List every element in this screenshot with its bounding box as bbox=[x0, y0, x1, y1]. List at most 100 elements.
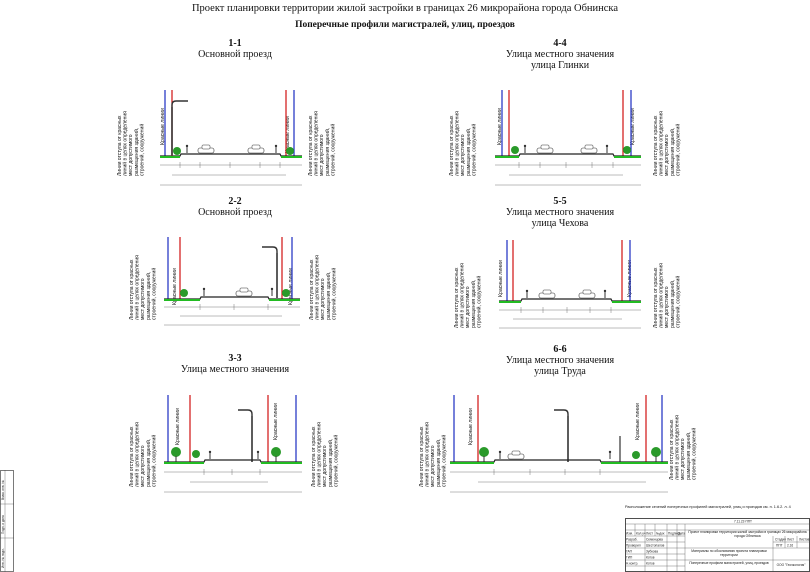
company-name: ООО "Геоэкология" bbox=[777, 563, 806, 567]
pedestrian bbox=[525, 289, 529, 298]
profile-name: Основной проезд bbox=[198, 207, 272, 218]
role: ГИП bbox=[626, 556, 633, 560]
profile-number: 6-6 bbox=[553, 344, 567, 355]
profile-number: 4-4 bbox=[553, 38, 567, 49]
lamp-post bbox=[262, 246, 278, 253]
profile-street: улица Глинки bbox=[530, 60, 590, 71]
person-name: Шестопалов bbox=[646, 544, 665, 548]
role: Разраб. bbox=[626, 538, 638, 542]
pedestrian bbox=[270, 287, 274, 296]
rev-header: Подпись bbox=[668, 532, 681, 536]
setback-label: Линии отступа от красных линий в целях о… bbox=[308, 111, 337, 176]
role: Н.контр. bbox=[626, 562, 638, 566]
dimension-lines bbox=[164, 304, 300, 326]
title-block: 7.11.22-ППТ Изм. Кол.уч Лист №док Подпис… bbox=[625, 518, 810, 572]
stamp-label: Инв. № подл. bbox=[1, 548, 5, 568]
tree bbox=[511, 146, 519, 154]
tree bbox=[171, 447, 181, 462]
titleblock-project: Проект планировки территории жилой застр… bbox=[688, 530, 806, 538]
tree bbox=[632, 451, 640, 459]
person-name: Котов bbox=[646, 556, 655, 560]
profile-3-3-title: 3-3 Улица местного значения bbox=[165, 353, 305, 375]
setback-label: Линии отступа от красных линий в целях о… bbox=[669, 415, 698, 480]
profile-name: Улица местного значения bbox=[505, 207, 615, 218]
tree bbox=[282, 289, 290, 297]
car bbox=[536, 144, 554, 154]
pedestrian bbox=[498, 450, 502, 459]
dimension-lines bbox=[160, 162, 302, 186]
pedestrian bbox=[208, 450, 212, 459]
profile-1-1-title: 1-1 Основной проезд bbox=[170, 38, 300, 60]
profile-name: Улица местного значения bbox=[505, 355, 615, 366]
setback-label: Линии отступа от красных линий в целях о… bbox=[129, 255, 158, 320]
ground-line bbox=[164, 296, 300, 300]
rev-header: Дата bbox=[678, 532, 685, 536]
car bbox=[507, 450, 525, 460]
dimension-lines bbox=[499, 307, 641, 329]
titleblock-note: Расположение сечений поперечных профилей… bbox=[625, 505, 791, 509]
document-title: Проект планировки территории жилой застр… bbox=[191, 3, 619, 14]
rev-header: Изм. bbox=[626, 532, 633, 536]
rev-header: Лист bbox=[646, 532, 653, 536]
ground-line bbox=[495, 153, 641, 157]
tree bbox=[173, 147, 181, 155]
person-name: Зубкова bbox=[646, 550, 658, 554]
profile-street: улица Чехова bbox=[531, 218, 589, 229]
ground-line bbox=[160, 153, 302, 157]
pedestrian bbox=[256, 450, 260, 459]
person-name: Семенцова bbox=[646, 538, 663, 542]
profile-2-2-title: 2-2 Основной проезд bbox=[170, 196, 300, 218]
tree bbox=[180, 289, 188, 297]
dimension-lines bbox=[164, 469, 302, 493]
stamp-label: Взам. инв. № bbox=[1, 480, 5, 500]
profile-3-3-drawing bbox=[164, 395, 302, 493]
setback-label: Линии отступа от красных линий в целях о… bbox=[454, 263, 483, 328]
rev-header: №док bbox=[656, 532, 665, 536]
profile-name: Улица местного значения bbox=[180, 364, 290, 375]
pedestrian bbox=[603, 289, 607, 298]
pedestrian bbox=[523, 144, 527, 153]
stage-header: Стадия bbox=[775, 538, 786, 542]
titleblock-sheet-title: Поперечные профили магистралей, улиц, пр… bbox=[689, 561, 768, 565]
sheet-value: 2.16 bbox=[787, 544, 793, 548]
profile-street: улица Труда bbox=[534, 366, 586, 377]
pedestrian bbox=[202, 287, 206, 296]
car bbox=[197, 144, 215, 154]
ground-line bbox=[164, 459, 302, 463]
pedestrian bbox=[605, 144, 609, 153]
stamp-label: Подп. и дата bbox=[1, 515, 5, 534]
tree bbox=[651, 447, 661, 462]
lamp-post bbox=[554, 409, 569, 416]
car bbox=[580, 144, 598, 154]
profile-number: 1-1 bbox=[228, 38, 242, 49]
car bbox=[247, 144, 265, 154]
setback-label: Линии отступа от красных линий в целях о… bbox=[653, 263, 682, 328]
stage-header: Листов bbox=[799, 538, 810, 542]
setback-label: Линии отступа от красных линий в целях о… bbox=[129, 422, 158, 487]
side-stamp: Взам. инв. № Подп. и дата Инв. № подл. bbox=[0, 470, 14, 572]
role: ГАП bbox=[626, 550, 633, 554]
document-subtitle: Поперечные профили магистралей, улиц, пр… bbox=[295, 20, 515, 30]
pedestrian bbox=[185, 144, 189, 153]
setback-label: Линии отступа от красных линий в целях о… bbox=[449, 111, 478, 176]
car bbox=[578, 289, 596, 299]
lamp-post bbox=[171, 100, 188, 107]
profile-6-6-title: 6-6 Улица местного значения улица Труда bbox=[480, 344, 640, 377]
profile-name: Улица местного значения bbox=[505, 49, 615, 60]
setback-label: Линии отступа от красных линий в целях о… bbox=[311, 422, 340, 487]
ground-line bbox=[450, 459, 668, 463]
person-name: Котов bbox=[646, 562, 655, 566]
profile-1-1-drawing bbox=[160, 90, 302, 186]
tree bbox=[192, 450, 200, 458]
setback-label: Линии отступа от красных линий в целях о… bbox=[309, 255, 338, 320]
titleblock-code: 7.11.22-ППТ bbox=[734, 520, 752, 524]
stage-value: ППТ bbox=[776, 544, 783, 548]
setback-label: Линии отступа от красных линий в целях о… bbox=[419, 422, 448, 487]
profile-number: 5-5 bbox=[553, 196, 567, 207]
lamp-post bbox=[238, 409, 253, 416]
tree bbox=[623, 146, 631, 154]
profile-5-5-title: 5-5 Улица местного значения улица Чехова bbox=[480, 196, 640, 229]
rev-header: Кол.уч bbox=[636, 532, 646, 536]
car bbox=[235, 287, 253, 297]
profile-2-2-drawing bbox=[164, 237, 300, 326]
